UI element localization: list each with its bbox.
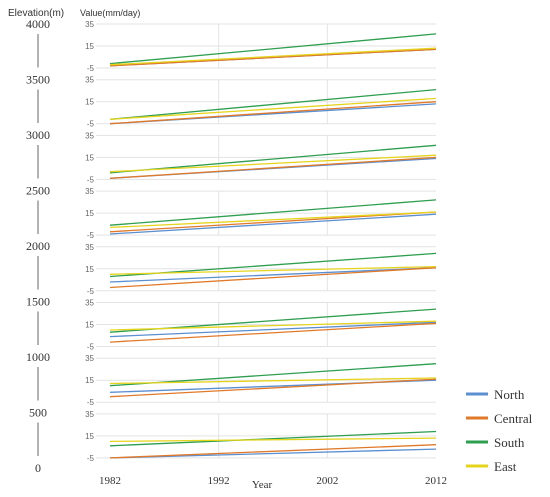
panel-500-1000: 35 15 -5 bbox=[85, 354, 437, 407]
panel-3000-3500: 35 15 -5 bbox=[85, 76, 437, 129]
elevation-tick-label: 500 bbox=[29, 406, 47, 420]
y-tick-label: 35 bbox=[85, 243, 94, 252]
y-tick-label: 35 bbox=[85, 410, 94, 419]
elevation-tick-label: 3500 bbox=[26, 73, 50, 87]
y-tick-label: -5 bbox=[87, 454, 95, 463]
y-tick-label: -5 bbox=[87, 231, 95, 240]
series-line-central bbox=[109, 211, 437, 233]
x-tick-label: 1992 bbox=[208, 475, 230, 487]
y-tick-label: -5 bbox=[87, 64, 95, 73]
series-line-east bbox=[109, 47, 437, 66]
elevation-axis: 4000 3500 3000 2500 2000 1500 1000 500 0 bbox=[26, 17, 50, 475]
y-tick-label: -5 bbox=[87, 120, 95, 129]
legend: North Central South East bbox=[466, 387, 533, 474]
elevation-tick-label: 1000 bbox=[26, 350, 50, 364]
series-line-south bbox=[109, 33, 437, 65]
series-line-central bbox=[109, 444, 437, 459]
panel-3500-4000: 35 15 -5 bbox=[85, 20, 437, 73]
panel-1500-2000: 35 15 -5 bbox=[85, 243, 437, 296]
y-tick-label: -5 bbox=[87, 398, 95, 407]
elevation-tick-label: 4000 bbox=[26, 17, 50, 31]
elevation-tick-label: 0 bbox=[35, 461, 41, 475]
series-line-north bbox=[109, 267, 437, 283]
series-line-east bbox=[109, 97, 437, 120]
x-tick-label: 1982 bbox=[99, 475, 121, 487]
y-tick-label: 35 bbox=[85, 76, 94, 85]
y-tick-label: 35 bbox=[85, 187, 94, 196]
elevation-tick-label: 2000 bbox=[26, 239, 50, 253]
series-line-east bbox=[109, 265, 437, 275]
legend-label-east: East bbox=[494, 459, 517, 474]
legend-label-north: North bbox=[494, 387, 525, 402]
y-tick-label: 15 bbox=[85, 265, 94, 274]
series-line-east bbox=[109, 154, 437, 173]
elevation-tick-label: 3000 bbox=[26, 128, 50, 142]
series-line-north bbox=[109, 213, 437, 235]
series-line-south bbox=[109, 88, 437, 120]
elevation-axis-label: Elevation(m) bbox=[8, 8, 64, 19]
series-line-central bbox=[109, 48, 437, 67]
series-line-east bbox=[109, 320, 437, 331]
panel-2500-3000: 35 15 -5 bbox=[85, 131, 437, 184]
series-line-central bbox=[109, 156, 437, 179]
panel-0-500: 35 15 -5 bbox=[85, 410, 437, 463]
series-line-central bbox=[109, 267, 437, 289]
series-line-east bbox=[109, 377, 437, 385]
y-tick-label: 15 bbox=[85, 432, 94, 441]
x-tick-label: 2002 bbox=[316, 475, 338, 487]
series-line-south bbox=[109, 144, 437, 174]
y-tick-label: 35 bbox=[85, 131, 94, 140]
panel-2000-2500: 35 15 -5 bbox=[85, 187, 437, 240]
y-tick-label: 35 bbox=[85, 299, 94, 308]
series-line-north bbox=[109, 448, 437, 459]
y-tick-label: 15 bbox=[85, 209, 94, 218]
y-tick-label: 35 bbox=[85, 354, 94, 363]
y-tick-label: 15 bbox=[85, 98, 94, 107]
series-line-north bbox=[109, 321, 437, 338]
y-tick-label: 15 bbox=[85, 153, 94, 162]
y-tick-label: 15 bbox=[85, 42, 94, 51]
x-axis-label: Year bbox=[252, 479, 273, 491]
series-line-central bbox=[109, 378, 437, 398]
series-line-central bbox=[109, 101, 437, 125]
x-axis: 1982 1992 2002 2012 bbox=[99, 475, 447, 487]
panels: 35 15 -5 35 15 -5 35 15 -5 35 15 -5 35 15 -5 35 15 -5 35 15… bbox=[85, 20, 437, 463]
series-line-east bbox=[109, 211, 437, 229]
y-tick-label: -5 bbox=[87, 175, 95, 184]
y-tick-label: 15 bbox=[85, 376, 94, 385]
legend-label-central: Central bbox=[494, 411, 533, 426]
value-axis-label: Value(mm/day) bbox=[80, 8, 140, 18]
series-line-east bbox=[109, 437, 437, 443]
panel-1000-1500: 35 15 -5 bbox=[85, 299, 437, 352]
elevation-tick-label: 2500 bbox=[26, 184, 50, 198]
elevation-tick-label: 1500 bbox=[26, 295, 50, 309]
x-tick-label: 2012 bbox=[425, 475, 447, 487]
y-tick-label: -5 bbox=[87, 287, 95, 296]
y-tick-label: -5 bbox=[87, 343, 95, 352]
y-tick-label: 15 bbox=[85, 321, 94, 330]
series-line-south bbox=[109, 430, 437, 447]
legend-label-south: South bbox=[494, 435, 525, 450]
series-line-south bbox=[109, 199, 437, 226]
y-tick-label: 35 bbox=[85, 20, 94, 29]
series-line-central bbox=[109, 322, 437, 343]
